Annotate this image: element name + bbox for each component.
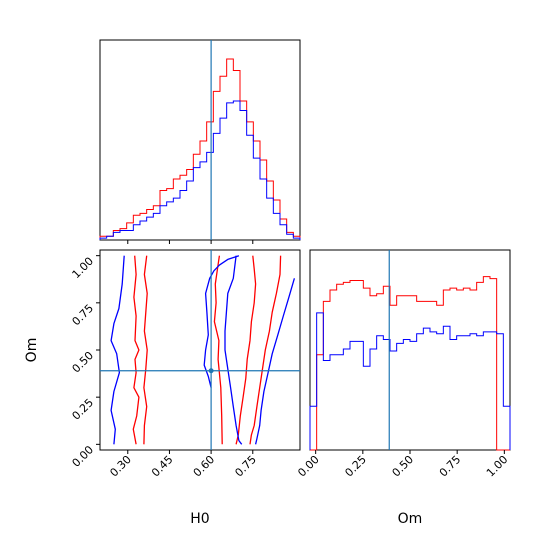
contour-red-1 <box>143 255 148 445</box>
contour-blue-8 <box>254 278 296 445</box>
joint-y-tick-label: 0.00 <box>70 443 97 470</box>
contour-blue-7 <box>224 255 243 445</box>
h0-marginal-panel <box>99 39 301 244</box>
om-hist-series-red <box>310 276 510 451</box>
om-x-label: Om <box>398 511 423 527</box>
joint-x-tick-label: 0.30 <box>107 453 134 480</box>
om-x-tick-label: 0.50 <box>390 453 417 480</box>
joint-y-tick-label: 0.75 <box>70 302 97 329</box>
contour-blue-6 <box>203 255 240 388</box>
om-x-tick-label: 0.75 <box>437 453 464 480</box>
joint-x-tick-label: 0.60 <box>191 453 218 480</box>
contour-red-3 <box>235 255 257 445</box>
contour-red-0 <box>132 255 140 445</box>
joint-truth-point <box>208 368 214 374</box>
joint-x-tick-label: 0.45 <box>149 453 176 480</box>
om-x-tick-label: 0.25 <box>342 453 369 480</box>
om-x-tick-label: 0.00 <box>295 453 322 480</box>
h0-hist-series-red <box>99 58 301 240</box>
joint-y-tick-label: 1.00 <box>70 255 97 282</box>
om-x-tick-label: 1.00 <box>484 453 511 480</box>
contour-red-2 <box>213 255 223 445</box>
contour-red-4 <box>249 255 282 445</box>
joint-y-label: Om <box>24 338 40 363</box>
joint-y-tick-label: 0.50 <box>70 349 97 376</box>
h0-hist-series-blue <box>99 100 301 240</box>
joint-x-label: H0 <box>190 511 209 527</box>
om-hist-series-blue <box>309 312 511 450</box>
joint-x-tick-label: 0.75 <box>232 453 259 480</box>
contour-blue-5 <box>110 255 125 445</box>
joint-panel: 0.00 0.25 0.50 0.75 1.00 0.30 0.45 0.60 0.75 H0… <box>24 249 301 527</box>
om-marginal-panel: 0.00 0.25 0.50 0.75 1.00 Om <box>295 249 511 527</box>
joint-y-tick-label: 0.25 <box>70 396 97 423</box>
